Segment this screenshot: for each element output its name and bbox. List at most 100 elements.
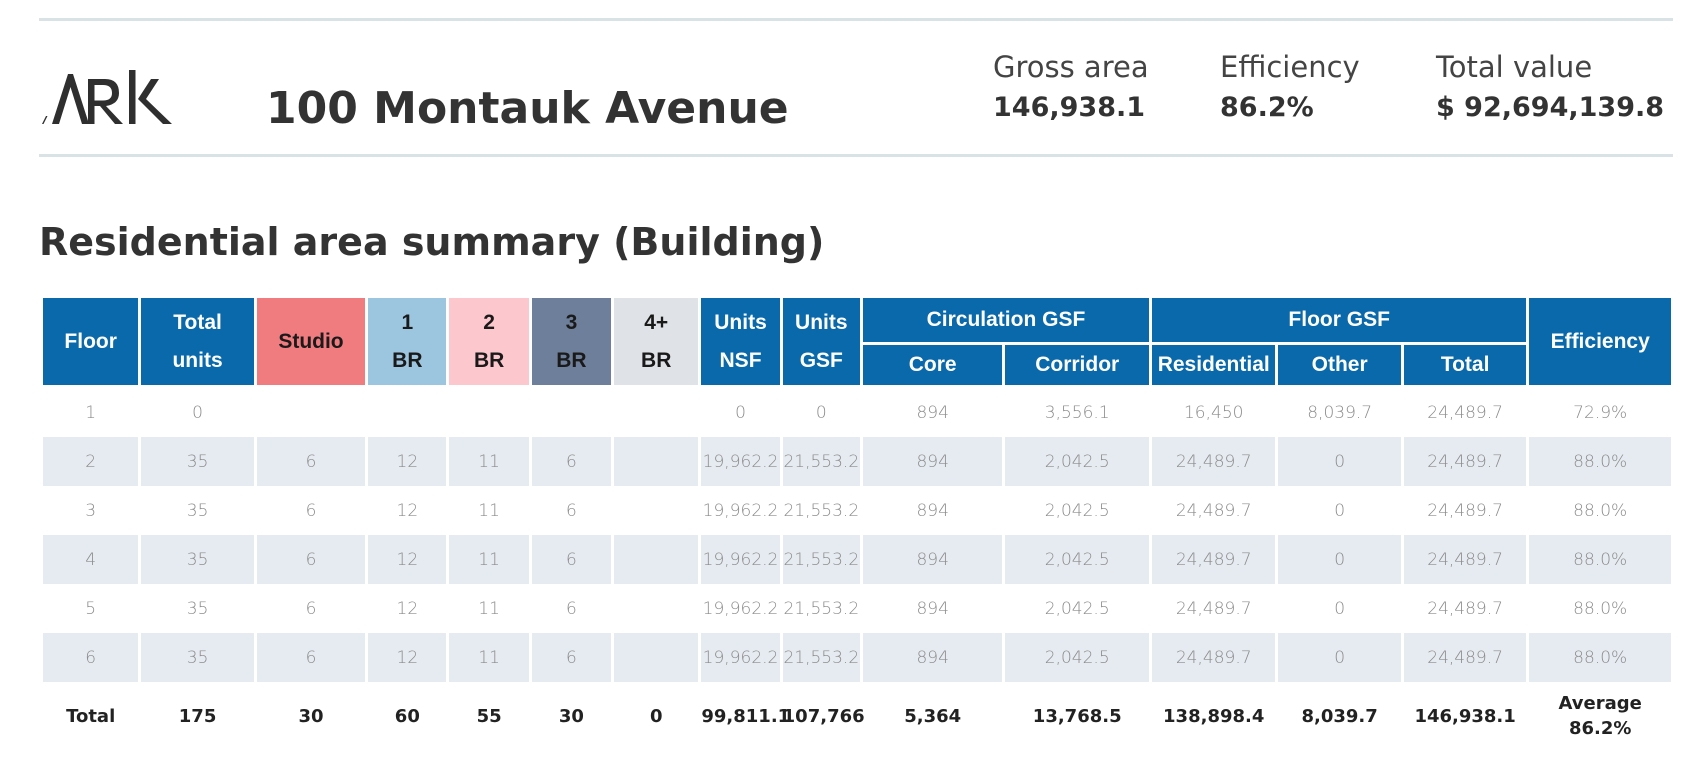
table-cell: 6: [531, 633, 612, 682]
col-3br-header: 3 BR: [531, 298, 612, 388]
table-cell: 19,962.2: [702, 500, 779, 521]
total-cell: 138,898.4: [1151, 682, 1276, 750]
table-cell: 6: [305, 598, 317, 619]
table-cell: [614, 437, 699, 486]
table-cell: 88.0%: [1529, 437, 1671, 486]
table-cell: 0: [192, 402, 203, 423]
table-row: 1 0 0 0 894 3,556.1 16,450 8,039.7 24,48…: [43, 388, 1671, 437]
average-label: Average: [1558, 693, 1642, 714]
col-floor-header: Floor: [43, 298, 139, 388]
total-row: Total 175 30 60 55 30 0 99,811.1 107,766…: [43, 682, 1671, 750]
col-circulation-gsf-header: Circulation GSF: [862, 298, 1149, 345]
table-cell: 24,489.7: [1151, 535, 1276, 584]
table-cell: 894: [862, 633, 1003, 682]
table-cell: [614, 388, 698, 437]
total-value-label: Total value: [1436, 50, 1593, 84]
table-cell: 35: [186, 500, 209, 521]
efficiency-value: 86.2%: [1220, 92, 1314, 123]
total-cell: 55: [449, 682, 529, 750]
table-cell: 11: [449, 535, 529, 584]
table-row: 5 35 6 12 11 6 19,962.2 21,553.2 894 2,0…: [43, 584, 1671, 633]
average-efficiency-cell: Average 86.2%: [1529, 682, 1671, 750]
table-cell: 6: [256, 633, 366, 682]
table-cell: 21,553.2: [782, 633, 860, 682]
total-cell: 60: [368, 682, 447, 750]
total-cell: 99,811.1: [701, 682, 790, 750]
total-cell: 30: [531, 682, 612, 750]
col-core-header: Core: [862, 345, 1003, 388]
subheader-row: Core Corridor Residential Other Total: [43, 345, 1671, 388]
col-residential-header: Residential: [1151, 345, 1276, 388]
table-cell: 894: [916, 500, 949, 521]
table-cell: [614, 486, 698, 535]
table-cell: 16,450: [1183, 402, 1244, 423]
table-cell: 894: [862, 535, 1003, 584]
col-floor-gsf-header: Floor GSF: [1151, 298, 1527, 345]
table-cell: 88.0%: [1573, 598, 1628, 619]
header-bottom-rule: [39, 154, 1673, 157]
header-row: Floor Total units Studio 1 BR 2 BR 3 BR 4+ BR…: [43, 298, 1671, 388]
table-cell: 8,039.7: [1307, 402, 1373, 423]
table-cell: [614, 535, 699, 584]
table-row: 4 35 6 12 11 6 19,962.2 21,553.2 894 2,0…: [43, 535, 1671, 584]
residential-summary-table: Floor Total units Studio 1 BR 2 BR 3 BR 4+ BR…: [40, 298, 1674, 750]
table-row: 6 35 6 12 11 6 19,962.2 21,553.2 894 2,0…: [43, 633, 1671, 682]
table-cell: 24,489.7: [1427, 402, 1503, 423]
table-cell: 24,489.7: [1403, 535, 1527, 584]
table-cell: 3: [85, 500, 97, 521]
property-address: 100 Montauk Avenue: [266, 83, 789, 134]
table-cell: 894: [916, 402, 949, 423]
table-cell: 12: [368, 633, 447, 682]
table-cell: 2: [43, 437, 139, 486]
table-cell: 6: [531, 437, 612, 486]
table-cell: 21,553.2: [783, 598, 860, 619]
header-top-rule: [39, 18, 1673, 21]
table-cell: 19,962.2: [702, 598, 779, 619]
table-cell: 3,556.1: [1044, 402, 1110, 423]
total-cell: 107,766: [782, 682, 865, 750]
section-title: Residential area summary (Building): [39, 220, 825, 264]
col-total-header: Total: [1403, 345, 1527, 388]
table-cell: 2,042.5: [1044, 500, 1110, 521]
table-cell: 11: [449, 437, 529, 486]
table-cell: 19,962.2: [701, 535, 780, 584]
table-cell: 2,042.5: [1005, 437, 1149, 486]
table-cell: 24,489.7: [1427, 500, 1503, 521]
table-cell: 21,553.2: [783, 500, 860, 521]
average-value: 86.2%: [1568, 718, 1632, 739]
table-cell: 6: [531, 535, 612, 584]
efficiency-stat: Efficiency 86.2%: [1220, 50, 1360, 123]
gross-area-stat: Gross area 146,938.1: [993, 50, 1149, 123]
table-cell: 11: [449, 633, 529, 682]
table-cell: 6: [256, 535, 366, 584]
col-1br-header: 1 BR: [368, 298, 447, 388]
total-cell: 146,938.1: [1403, 682, 1527, 750]
col-other-header: Other: [1278, 345, 1401, 388]
table-cell: 11: [478, 598, 500, 619]
table-cell: 12: [396, 598, 419, 619]
total-cell: 5,364: [862, 682, 1003, 750]
total-cell: Total: [43, 682, 139, 750]
table-row: 3 35 6 12 11 6 19,962.2 21,553.2 894 2,0…: [43, 486, 1671, 535]
ark-logo: [42, 70, 172, 124]
table-cell: 2,042.5: [1005, 633, 1149, 682]
col-units-nsf-header: Units NSF: [701, 298, 780, 388]
gross-area-label: Gross area: [993, 50, 1149, 84]
total-value-value: $ 92,694,139.8: [1436, 92, 1665, 123]
table-cell: [614, 633, 699, 682]
table-cell: 12: [368, 535, 447, 584]
table-cell: 0: [815, 402, 827, 423]
table-cell: 24,489.7: [1151, 437, 1276, 486]
total-cell: 175: [141, 682, 254, 750]
total-cell: 13,768.5: [1005, 682, 1149, 750]
table-cell: [257, 388, 365, 437]
table-cell: 12: [396, 500, 419, 521]
table-cell: 894: [916, 598, 949, 619]
table-cell: 19,962.2: [701, 633, 780, 682]
table-cell: 12: [368, 437, 447, 486]
table-cell: 6: [256, 437, 366, 486]
table-cell: 19,962.2: [701, 437, 780, 486]
col-4br-header: 4+ BR: [614, 298, 699, 388]
table-cell: 6: [43, 633, 139, 682]
table-cell: 88.0%: [1573, 500, 1628, 521]
